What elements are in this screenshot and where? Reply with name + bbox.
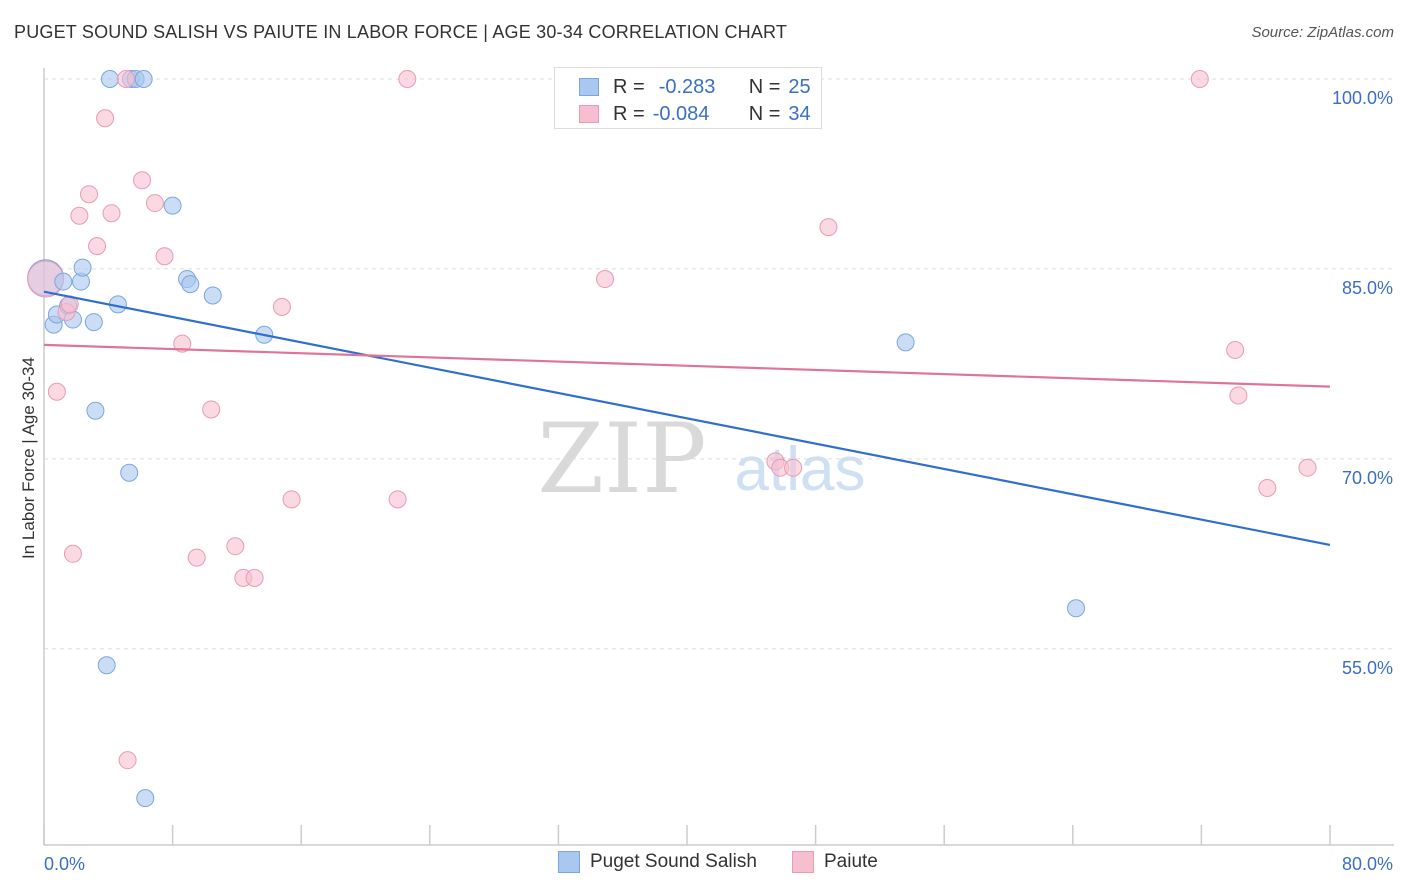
legend-row-paiute: R = -0.084 N = 34 — [579, 101, 811, 127]
r-label: R = — [613, 75, 645, 98]
n-value-salish: 25 — [788, 75, 811, 98]
axes — [43, 68, 1394, 846]
data-point-salish — [54, 272, 73, 291]
data-point-paiute — [202, 400, 221, 419]
gridlines — [44, 78, 1394, 650]
data-point-paiute — [1226, 340, 1245, 359]
data-point-salish — [97, 656, 116, 675]
legend-swatch-salish — [558, 851, 580, 873]
correlation-legend: R = -0.283 N = 25 R = -0.084 N = 34 — [554, 67, 822, 129]
trend-lines — [43, 290, 1331, 547]
y-tick-label: 55.0% — [1342, 658, 1393, 678]
y-tick-label: 100.0% — [1332, 88, 1393, 108]
data-point-paiute — [1190, 69, 1209, 88]
data-point-salish — [73, 258, 92, 277]
source-label: Source: ZipAtlas.com — [1251, 24, 1394, 41]
chart-title: PUGET SOUND SALISH VS PAIUTE IN LABOR FO… — [14, 22, 788, 42]
legend-item-paiute: Paiute — [792, 851, 878, 873]
data-point-paiute — [102, 204, 121, 223]
tick-labels: 55.0% 70.0% 85.0% 100.0% 0.0% 80.0% — [44, 88, 1393, 874]
data-point-paiute — [145, 194, 164, 213]
r-value-paiute: -0.084 — [652, 102, 710, 125]
data-points — [27, 69, 1317, 808]
data-point-paiute — [226, 537, 245, 556]
data-point-salish — [100, 69, 119, 88]
y-axis-label: In Labor Force | Age 30-34 — [19, 357, 38, 559]
data-point-paiute — [819, 218, 838, 237]
data-point-salish — [120, 463, 139, 482]
data-point-paiute — [173, 334, 192, 353]
data-point-paiute — [63, 544, 82, 563]
y-tick-label: 85.0% — [1342, 278, 1393, 298]
data-point-paiute — [118, 751, 137, 770]
data-point-paiute — [80, 185, 99, 204]
y-tick-label: 70.0% — [1342, 468, 1393, 488]
n-value-paiute: 34 — [788, 102, 811, 125]
legend-swatch-blue — [579, 78, 599, 96]
data-point-paiute — [133, 171, 152, 190]
data-point-paiute — [47, 382, 66, 401]
r-value-salish: -0.283 — [658, 75, 716, 98]
trend-line-paiute — [43, 343, 1331, 388]
data-point-salish — [134, 69, 153, 88]
data-point-paiute — [272, 297, 291, 316]
data-point-salish — [203, 286, 222, 305]
data-point-salish — [163, 196, 182, 215]
data-point-paiute — [116, 69, 135, 88]
data-point-paiute — [596, 270, 615, 289]
data-point-paiute — [1258, 478, 1277, 497]
data-point-paiute — [398, 69, 417, 88]
trend-line-salish — [43, 290, 1331, 547]
data-point-salish — [86, 401, 105, 420]
legend-row-salish: R = -0.283 N = 25 — [579, 74, 811, 100]
data-point-paiute — [282, 490, 301, 509]
data-point-paiute — [88, 237, 107, 256]
data-point-salish — [136, 789, 155, 808]
x-tick-label: 80.0% — [1342, 854, 1393, 874]
data-point-paiute — [70, 206, 89, 225]
data-point-paiute — [96, 109, 115, 128]
data-point-paiute — [388, 490, 407, 509]
data-point-salish — [84, 313, 103, 332]
data-point-paiute — [784, 458, 803, 477]
legend-swatch-paiute — [792, 851, 814, 873]
data-point-paiute — [245, 568, 264, 587]
legend-swatch-pink — [579, 105, 599, 123]
data-point-salish — [1067, 599, 1086, 618]
legend-label-paiute: Paiute — [824, 851, 878, 872]
data-point-paiute — [1298, 458, 1317, 477]
data-point-paiute — [1229, 386, 1248, 405]
data-point-paiute — [155, 247, 174, 266]
n-label: N = — [748, 75, 781, 98]
x-tick-label: 0.0% — [44, 854, 85, 874]
n-label: N = — [748, 102, 781, 125]
r-label: R = — [613, 102, 645, 125]
legend-label-salish: Puget Sound Salish — [590, 851, 757, 872]
data-point-salish — [896, 333, 915, 352]
legend-item-salish: Puget Sound Salish — [558, 851, 757, 873]
data-point-salish — [181, 275, 200, 294]
data-point-paiute — [187, 548, 206, 567]
